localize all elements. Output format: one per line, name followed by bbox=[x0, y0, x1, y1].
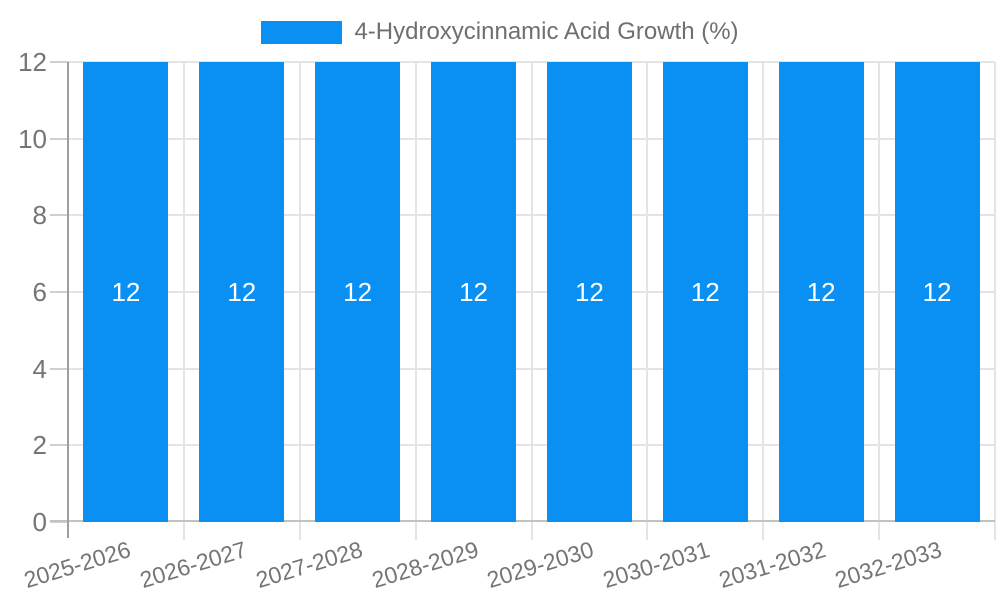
x-gridline bbox=[994, 62, 996, 540]
x-gridline bbox=[298, 62, 301, 540]
y-tick-mark bbox=[50, 61, 68, 63]
x-tick-label: 2032-2033 bbox=[831, 536, 945, 594]
x-tick-label: 2027-2028 bbox=[252, 536, 366, 594]
y-tick-mark bbox=[50, 214, 68, 217]
x-gridline bbox=[530, 62, 533, 540]
legend[interactable]: 4-Hydroxycinnamic Acid Growth (%) bbox=[0, 16, 1000, 48]
bar[interactable] bbox=[83, 62, 169, 522]
legend-label: 4-Hydroxycinnamic Acid Growth (%) bbox=[354, 18, 739, 45]
bar[interactable] bbox=[431, 62, 517, 522]
y-tick-mark bbox=[50, 291, 68, 293]
x-gridline bbox=[878, 62, 881, 540]
x-tick-label: 2025-2026 bbox=[20, 536, 134, 594]
x-tick-label: 2031-2032 bbox=[715, 536, 829, 594]
bar-value-label: 12 bbox=[343, 277, 373, 307]
x-axis-line bbox=[50, 520, 995, 522]
bar-value-label: 12 bbox=[574, 277, 604, 307]
x-tick-label: 2028-2029 bbox=[368, 536, 482, 594]
y-axis-line bbox=[67, 62, 69, 538]
x-gridline bbox=[182, 62, 185, 540]
y-tick-label: 10 bbox=[18, 123, 47, 154]
y-tick-label: 6 bbox=[32, 277, 47, 307]
plot-area: 0 2 4 6 8 10 12 12 2025-2026 12 2026-2027 12 2027-20… bbox=[18, 47, 996, 593]
x-tick-label: 2030-2031 bbox=[600, 536, 713, 594]
bar[interactable] bbox=[894, 62, 980, 522]
y-tick-label: 0 bbox=[32, 507, 47, 537]
y-tick-label: 8 bbox=[32, 200, 47, 231]
y-tick-label: 2 bbox=[32, 430, 47, 461]
bar[interactable] bbox=[199, 62, 285, 522]
x-gridline bbox=[414, 62, 417, 540]
bar-value-label: 12 bbox=[806, 277, 836, 307]
y-tick-mark bbox=[50, 444, 68, 447]
bar-value-label: 12 bbox=[922, 277, 952, 307]
bar-value-label: 12 bbox=[459, 277, 489, 307]
bar-value-label: 12 bbox=[690, 277, 720, 307]
y-tick-mark bbox=[50, 367, 68, 370]
bar[interactable] bbox=[546, 62, 632, 522]
y-tick-label: 12 bbox=[18, 47, 47, 77]
bar-value-label: 12 bbox=[227, 277, 257, 307]
y-tick-mark bbox=[50, 137, 68, 140]
y-tick-mark bbox=[50, 521, 68, 523]
x-gridline bbox=[646, 62, 649, 540]
x-tick-label: 2026-2027 bbox=[136, 536, 250, 594]
legend-swatch bbox=[261, 20, 343, 44]
x-tick-label: 2029-2030 bbox=[484, 536, 598, 594]
y-tick-label: 4 bbox=[32, 353, 47, 384]
bar[interactable] bbox=[662, 62, 748, 522]
bar-value-label: 12 bbox=[111, 277, 141, 307]
x-gridline bbox=[762, 62, 765, 540]
bar[interactable] bbox=[778, 62, 864, 522]
bar[interactable] bbox=[315, 62, 401, 522]
